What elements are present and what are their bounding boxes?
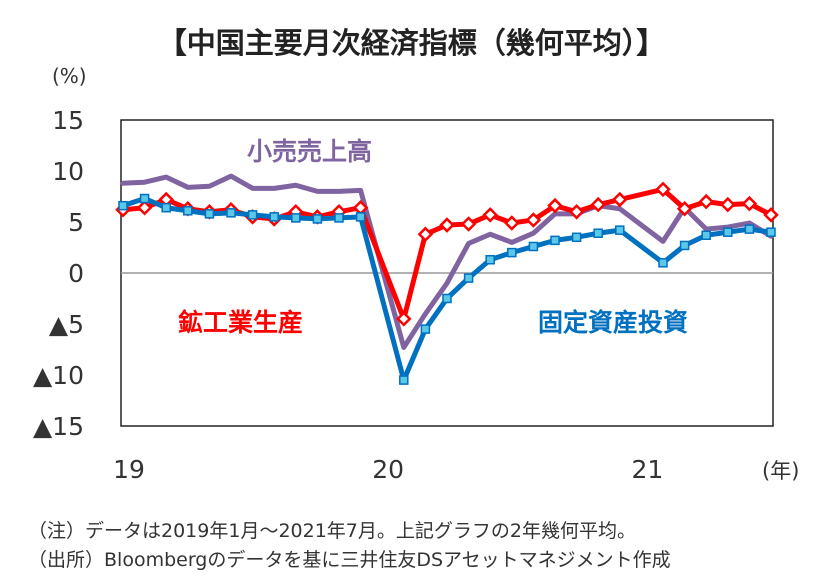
data-point-marker <box>744 224 755 234</box>
y-tick-label: 15 <box>52 106 84 135</box>
chart-area: (%) (年) 15 10 5 0 ▲5 ▲10 ▲15 19 20 21 小売売上高鉱工業生産… <box>33 64 799 484</box>
y-tick-label: ▲10 <box>33 361 84 390</box>
x-axis-ticks: 19 20 21 <box>113 455 663 484</box>
chart-title: 【中国主要月次経済指標（幾何平均）】 <box>157 26 666 60</box>
y-tick-label: 10 <box>52 157 84 186</box>
data-point-marker <box>396 311 412 327</box>
data-point-marker <box>590 196 606 213</box>
data-point-marker <box>504 215 520 231</box>
data-point-marker <box>676 200 693 217</box>
data-point-marker <box>204 209 215 219</box>
data-point-marker <box>420 324 431 334</box>
data-point-marker <box>528 241 539 252</box>
series-0 <box>120 173 774 350</box>
data-point-marker <box>615 225 625 235</box>
data-point-marker <box>766 227 776 237</box>
data-point-marker <box>612 191 628 208</box>
data-point-marker <box>698 193 714 210</box>
y-tick-label: ▲5 <box>49 310 84 339</box>
x-tick-label: 21 <box>631 455 663 484</box>
data-point-marker <box>463 273 474 283</box>
data-point-marker <box>485 254 495 265</box>
data-point-marker <box>247 210 258 220</box>
data-point-marker <box>655 181 671 198</box>
note-period: （注）データは2019年1月～2021年7月。上記グラフの2年幾何平均。 <box>28 520 636 542</box>
x-tick-label: 20 <box>372 455 404 484</box>
y-tick-label: 0 <box>68 259 84 288</box>
x-axis-unit-label: (年) <box>762 459 799 483</box>
data-point-marker <box>439 217 455 233</box>
y-tick-label: ▲15 <box>33 412 84 441</box>
data-point-marker <box>525 212 542 228</box>
note-source: （出所）Bloombergのデータを基に三井住友DSアセットマネジメント作成 <box>28 549 671 571</box>
data-point-marker <box>460 216 477 232</box>
y-axis-unit-label: (%) <box>52 64 87 88</box>
data-point-marker <box>442 293 452 304</box>
x-tick-label: 19 <box>113 455 145 484</box>
series-label: 小売売上高 <box>247 137 372 166</box>
data-point-marker <box>417 226 434 243</box>
data-point-marker <box>482 207 498 223</box>
data-point-marker <box>550 235 560 246</box>
data-point-marker <box>568 204 585 220</box>
data-point-marker <box>571 232 582 243</box>
data-point-marker <box>720 196 736 213</box>
data-point-marker <box>312 214 323 224</box>
data-point-marker <box>593 228 603 238</box>
series-2 <box>118 193 776 385</box>
y-axis-ticks: 15 10 5 0 ▲5 ▲10 ▲15 <box>33 106 84 441</box>
data-point-marker <box>183 206 193 216</box>
data-point-marker <box>723 227 733 237</box>
data-point-marker <box>679 240 690 251</box>
series-1 <box>115 181 779 327</box>
data-point-marker <box>399 375 409 385</box>
series-label: 固定資産投資 <box>538 308 688 337</box>
data-point-marker <box>118 200 128 211</box>
data-point-marker <box>226 208 236 218</box>
data-point-marker <box>355 212 366 222</box>
series-line <box>120 173 774 350</box>
data-point-marker <box>291 213 301 223</box>
data-point-marker <box>269 212 279 222</box>
data-point-marker <box>658 258 668 268</box>
data-point-marker <box>741 195 758 212</box>
series-label: 鉱工業生産 <box>178 308 303 337</box>
data-point-marker <box>763 207 779 223</box>
data-point-marker <box>701 230 711 241</box>
data-point-marker <box>507 247 517 258</box>
data-point-marker <box>547 197 563 214</box>
data-point-marker <box>334 213 344 223</box>
y-tick-label: 5 <box>68 208 84 237</box>
data-point-marker <box>161 202 171 213</box>
data-point-marker <box>139 193 150 204</box>
data-point-marker <box>136 199 153 216</box>
series-lines <box>115 173 779 385</box>
